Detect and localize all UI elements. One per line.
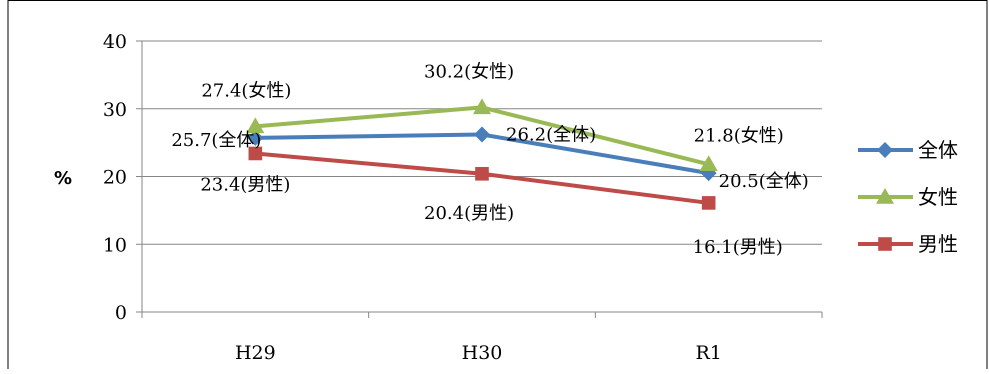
legend-label: 全体 xyxy=(918,138,958,162)
y-tick-label: 0 xyxy=(115,302,127,324)
data-label: 30.2(女性) xyxy=(424,61,514,82)
x-tick-label: R1 xyxy=(695,342,721,364)
data-label: 25.7(全体) xyxy=(171,130,261,151)
x-tick-label: H29 xyxy=(235,342,276,364)
data-label: 23.4(男性) xyxy=(200,174,290,195)
data-label: 20.5(全体) xyxy=(719,171,809,192)
data-label: 16.1(男性) xyxy=(693,237,783,258)
y-tick-label: 30 xyxy=(103,99,127,121)
data-point-女性 xyxy=(699,155,718,172)
legend-marker xyxy=(877,142,893,158)
legend-marker xyxy=(878,237,892,251)
data-labels: 25.7(全体) 26.2(全体) 20.5(全体) 27.4(女性) 30.2(女性)… xyxy=(171,61,808,258)
data-point-男性 xyxy=(248,146,263,161)
data-label: 26.2(全体) xyxy=(506,124,596,145)
data-label: 27.4(女性) xyxy=(201,80,291,101)
data-label: 20.4(男性) xyxy=(424,203,514,224)
y-axis-label: % xyxy=(54,168,72,189)
legend-label: 男性 xyxy=(918,232,958,256)
y-tick-label: 10 xyxy=(103,234,127,256)
data-point-女性 xyxy=(473,98,491,115)
series-group xyxy=(246,98,718,210)
legend-marker xyxy=(876,188,894,204)
data-point-全体 xyxy=(474,126,490,143)
data-point-全体 xyxy=(247,129,264,146)
legend-label: 女性 xyxy=(918,185,958,209)
data-point-女性 xyxy=(246,117,265,134)
x-tick-label: H30 xyxy=(462,342,503,364)
y-tick-label: 20 xyxy=(103,167,127,189)
data-point-男性 xyxy=(701,196,716,210)
data-label: 21.8(女性) xyxy=(694,125,784,146)
axes: 0 10 20 30 40 H29 H30 R1 xyxy=(103,31,823,364)
y-tick-label: 40 xyxy=(103,31,127,53)
data-point-男性 xyxy=(475,166,489,181)
